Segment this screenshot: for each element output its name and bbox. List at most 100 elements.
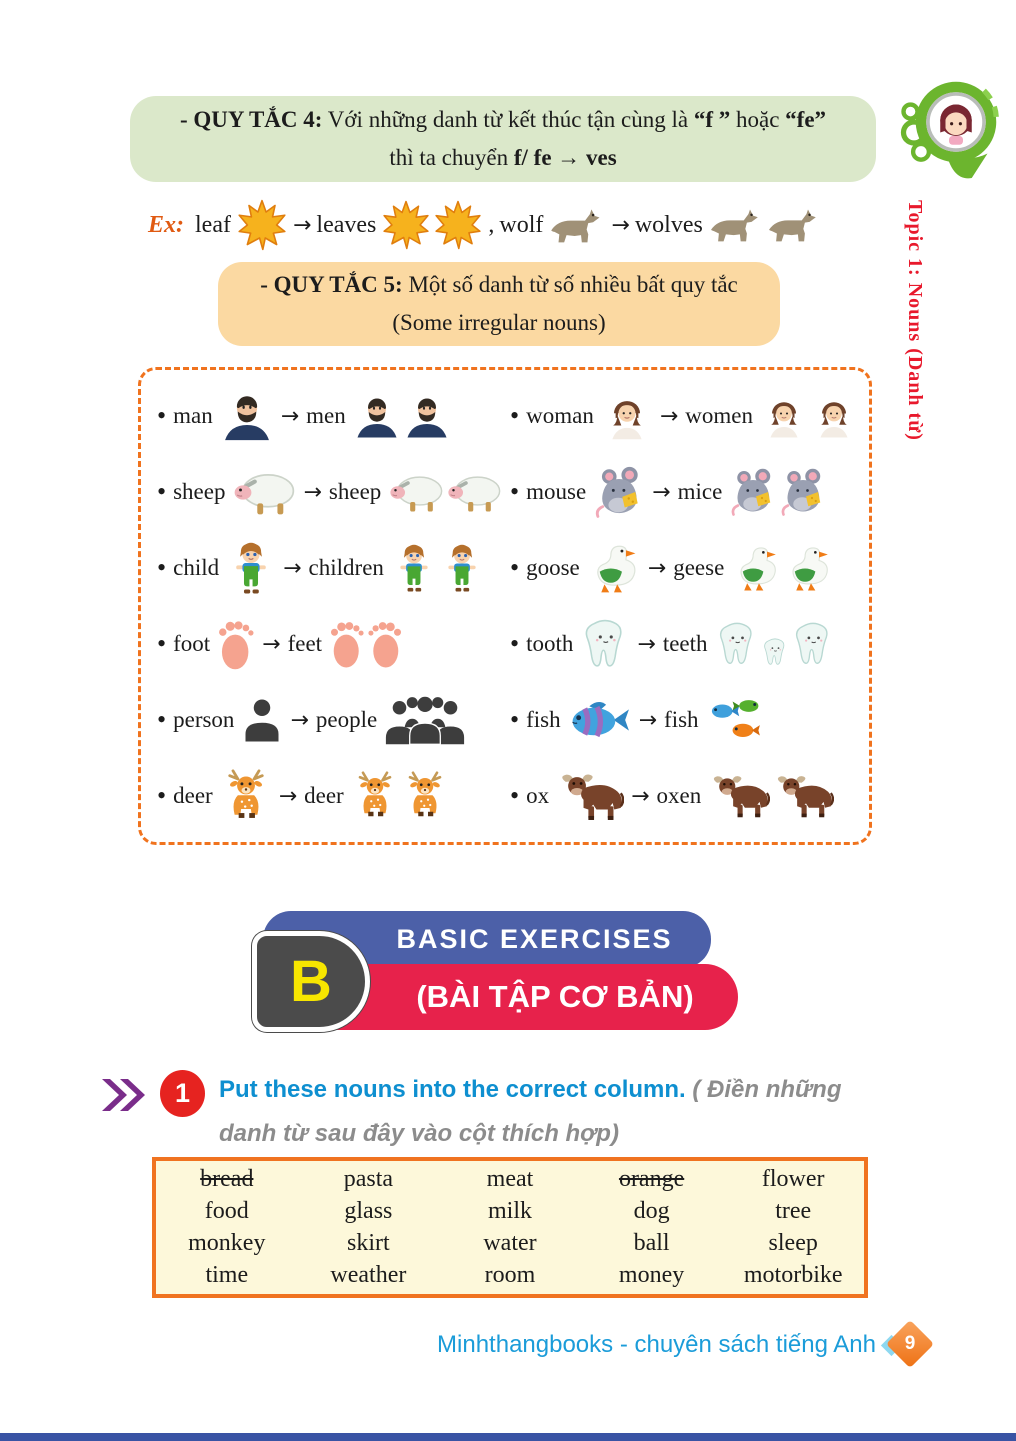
noun-row-deer: • deer → deer [157, 758, 510, 834]
noun-plural: geese [673, 555, 725, 580]
bottom-edge-bar [0, 1433, 1016, 1441]
brand-logo-icon [893, 70, 1005, 188]
noun-singular: fish [526, 707, 561, 732]
word-cell: ball [633, 1230, 670, 1256]
foot-icon [217, 618, 255, 671]
page-footer: Minhthangbooks - chuyên sách tiếng Anh 9 [437, 1319, 935, 1369]
rule4-text: Với những danh từ kết thúc tận cùng là [327, 107, 689, 133]
irregular-left-column: • man → men • sheep → sheep • child [157, 378, 510, 834]
noun-plural: mice [677, 479, 723, 504]
noun-singular: ox [526, 783, 550, 808]
page-number: 9 [904, 1333, 916, 1354]
man-icon [220, 391, 274, 442]
tooth-icon [761, 638, 789, 666]
word-cell: room [484, 1262, 536, 1288]
noun-plural: people [315, 707, 378, 732]
woman-icon [760, 394, 808, 439]
noun-singular: deer [173, 783, 213, 808]
man-icon [353, 394, 401, 439]
mouse-icon [729, 468, 777, 516]
noun-plural: deer [304, 783, 344, 808]
oxen-icons [708, 774, 834, 818]
foot-icon [329, 619, 365, 669]
rule5-line2: (Some irregular nouns) [392, 310, 606, 335]
word-cell: food [204, 1198, 249, 1224]
rule5-text: Một số danh từ số nhiều bất quy tắc [408, 272, 738, 298]
bullet: • [510, 401, 520, 430]
noun-plural: oxen [656, 783, 702, 808]
deer-icon [220, 769, 272, 823]
rule4-line1: - QUY TẮC 4: Với những danh từ kết thúc … [180, 101, 826, 139]
foot-icon [367, 619, 403, 669]
rule4-fe: “fe” [785, 107, 827, 133]
tooth-icon [791, 622, 835, 666]
person-icon [241, 698, 283, 743]
sheep-icon [388, 472, 444, 513]
word-cell: water [483, 1230, 537, 1256]
section-b-title: BASIC EXERCISES [396, 924, 673, 954]
mice-icons [729, 468, 827, 516]
goose-icon [587, 543, 641, 594]
leaf-icon [381, 200, 431, 250]
irregular-nouns-box: • man → men • sheep → sheep • child [138, 367, 872, 845]
children-icons [391, 544, 485, 593]
child-icon [439, 544, 485, 593]
example-row: Ex: leaf → leaves , wolf → wolves [148, 190, 908, 260]
goose-icon [783, 545, 833, 592]
rule4-line2-plain: thì ta chuyển [389, 145, 509, 170]
deer-icon [401, 771, 449, 821]
word-cell: tree [775, 1198, 812, 1224]
section-b-letter: B [290, 949, 332, 1014]
exercise1-number-badge: 1 [160, 1070, 205, 1117]
fish-school-icons [706, 696, 768, 744]
fish-icon [568, 697, 632, 743]
word-cell: time [205, 1262, 249, 1288]
word-cell: bread [200, 1166, 254, 1192]
arrow-icon: → [637, 631, 656, 657]
feet-icons [329, 619, 403, 669]
arrow-icon: → [611, 212, 630, 238]
topic-sidebar-label: Topic 1: Nouns (Danh từ) [904, 200, 926, 441]
woman-icon [810, 394, 858, 439]
noun-plural: fish [664, 707, 699, 732]
noun-plural: teeth [662, 631, 708, 656]
word-cell: pasta [343, 1166, 394, 1192]
arrow-icon: → [659, 403, 679, 429]
mouse-icon [779, 468, 827, 516]
rule4-line2: thì ta chuyển f/ fe → ves [389, 139, 616, 177]
exercise1-subtitle-part1: ( Điền những [692, 1076, 842, 1103]
section-b-subtitle: (BÀI TẬP CƠ BẢN) [416, 979, 694, 1014]
bullet: • [510, 629, 520, 658]
noun-row-fish: • fish → fish [510, 682, 863, 758]
sheep-icon [446, 472, 502, 513]
arrow-icon: → [290, 707, 309, 733]
bullet: • [510, 781, 520, 810]
arrow-icon: → [631, 783, 650, 809]
noun-plural: children [308, 555, 384, 580]
noun-row-woman: • woman → women [510, 378, 863, 454]
bullet: • [510, 553, 520, 582]
wolves-icons [708, 203, 822, 247]
exercise1-subtitle-part2: danh từ sau đây vào cột thích hợp) [219, 1120, 619, 1148]
tooth-icon [715, 622, 759, 666]
wolf-icon [548, 203, 606, 248]
example-plural2: wolves [634, 211, 703, 238]
word-bank-table: bread pasta meat orange flower food glas… [152, 1157, 868, 1298]
noun-row-person: • person → people [157, 682, 510, 758]
bullet: • [157, 477, 167, 506]
sheep-plural-icons [388, 472, 502, 513]
noun-singular: tooth [526, 631, 574, 656]
page-number-badge: 9 [880, 1319, 935, 1369]
bullet: • [157, 629, 167, 658]
exercise1-heading: 1 Put these nouns into the correct colum… [100, 1068, 910, 1157]
arrow-icon: → [262, 631, 281, 657]
rule4-line2-bold: f/ fe → ves [513, 145, 617, 170]
word-cell: dog [633, 1198, 670, 1224]
wolf-icon [708, 203, 764, 247]
leaves-icons [381, 200, 483, 250]
woman-icon [601, 392, 653, 441]
noun-plural: sheep [328, 479, 382, 504]
noun-row-goose: • goose → geese [510, 530, 863, 606]
arrow-icon: → [292, 212, 312, 238]
rule4-or: hoặc [736, 107, 780, 133]
